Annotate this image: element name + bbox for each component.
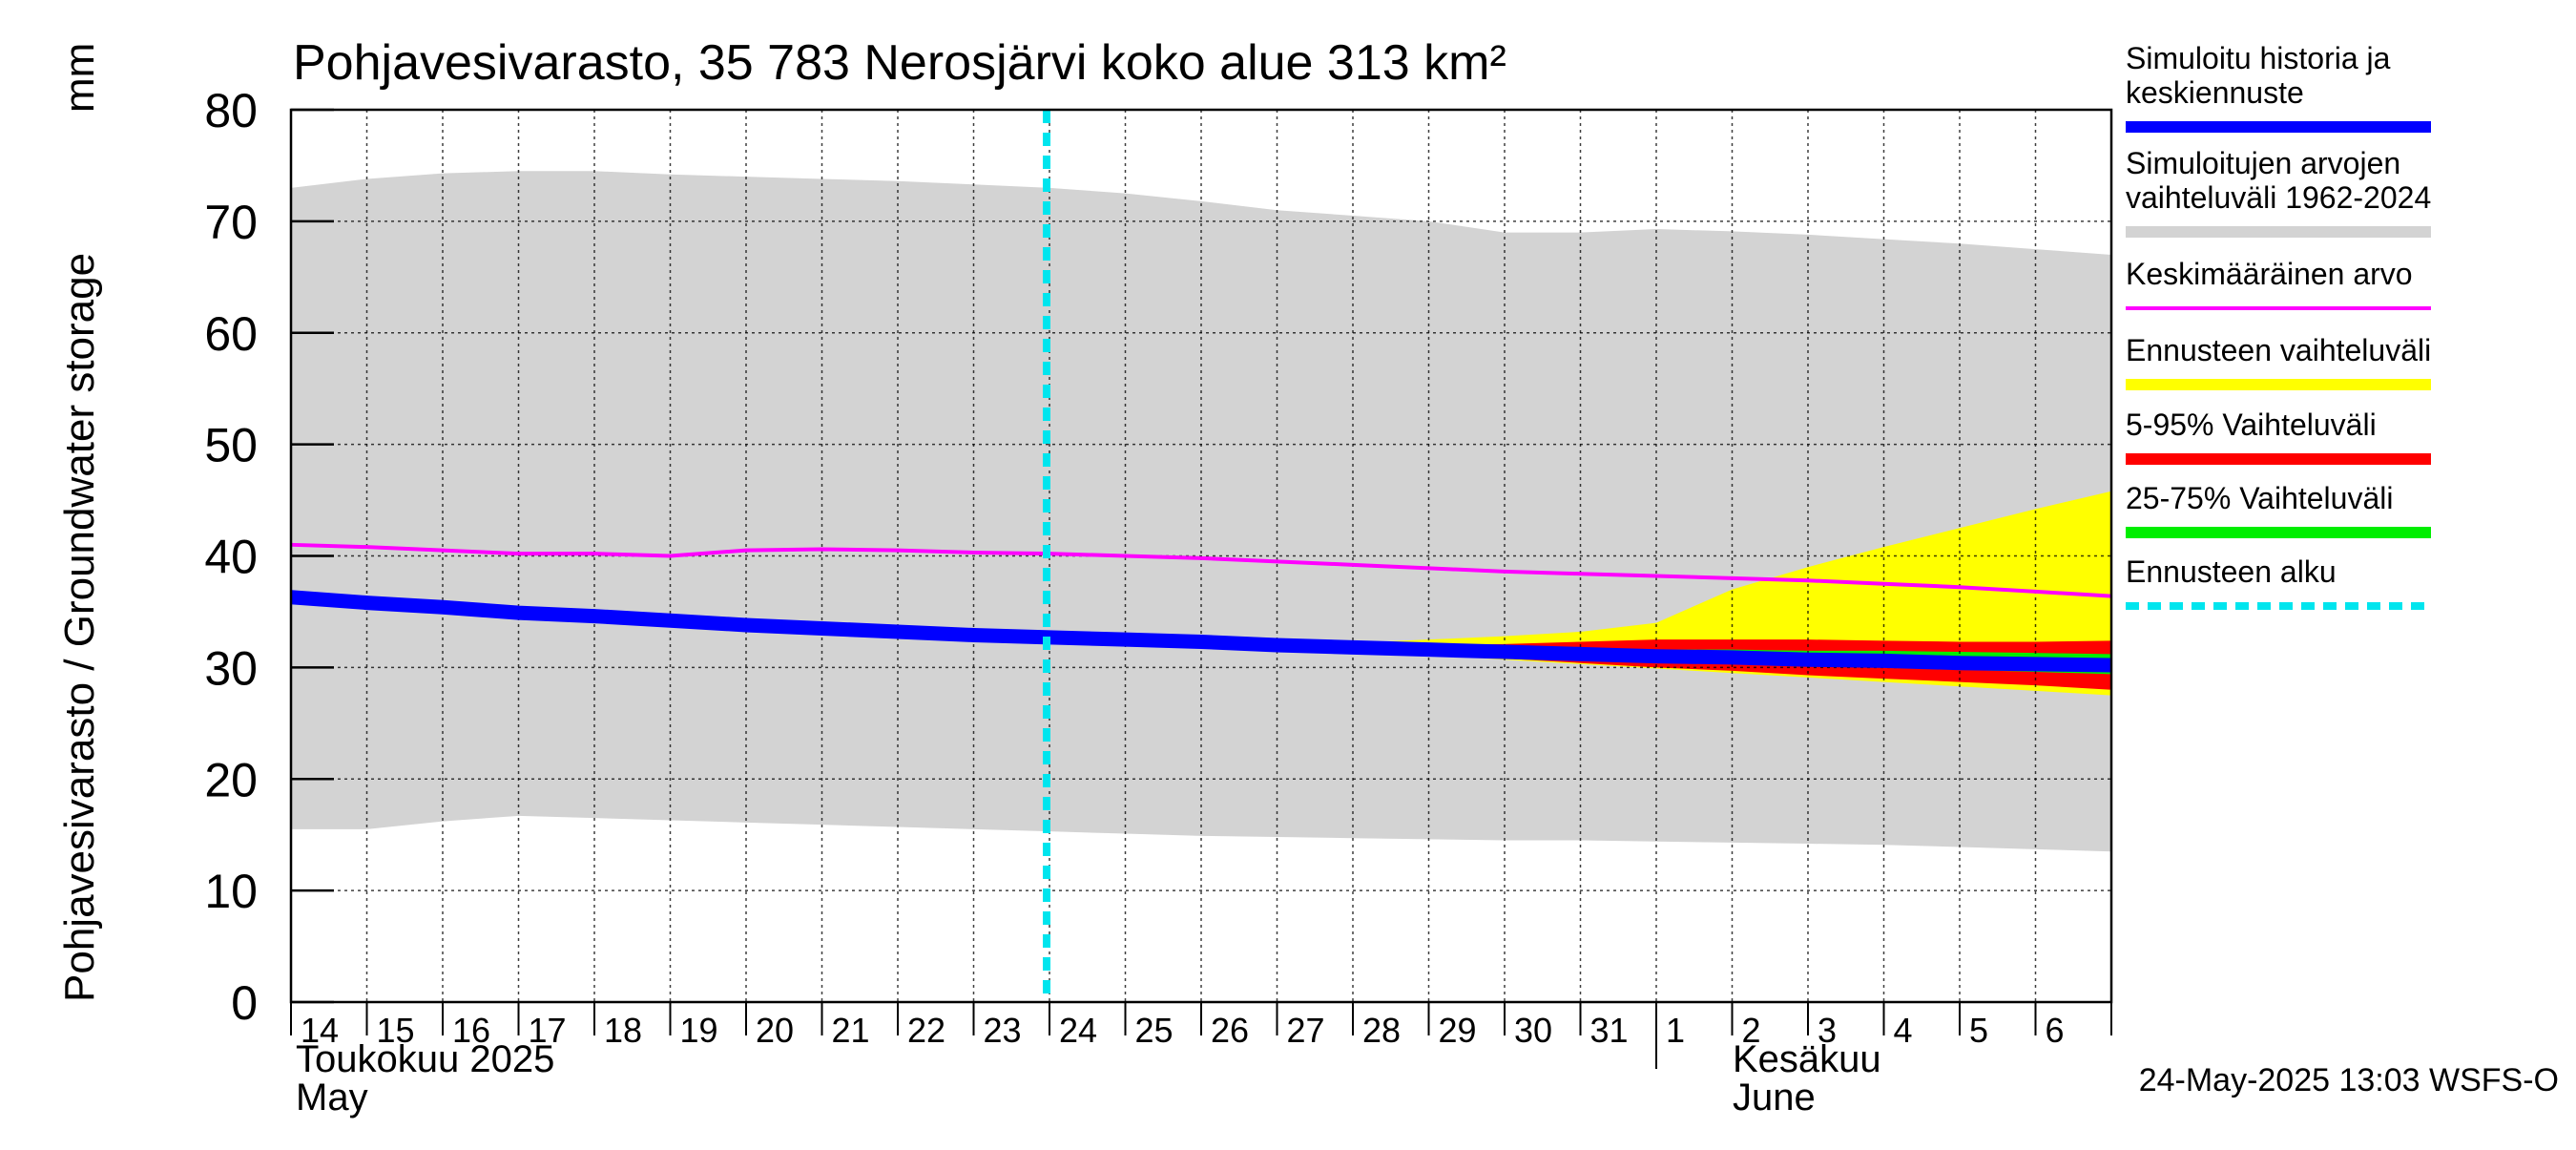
x-tick-label: 22 (907, 1011, 945, 1050)
chart-title: Pohjavesivarasto, 35 783 Nerosjärvi koko… (293, 35, 1506, 91)
line-simuloitu-historia-ja-keskiennuste (290, 590, 2112, 673)
y-tick-label: 50 (204, 419, 258, 472)
x-tick-label: 16 (452, 1011, 490, 1050)
x-tick-label: 17 (529, 1011, 567, 1050)
x-tick-label: 19 (680, 1011, 718, 1050)
x-tick-label: 23 (984, 1011, 1022, 1050)
footer-timestamp: 24-May-2025 13:03 WSFS-O (2139, 1062, 2559, 1098)
y-tick-label: 30 (204, 641, 258, 695)
legend-label: Simuloitujen arvojen (2126, 146, 2400, 180)
legend-label: Ennusteen vaihteluväli (2126, 333, 2431, 367)
y-tick-label: 80 (204, 84, 258, 137)
x-tick-label: 25 (1135, 1011, 1174, 1050)
x-tick-label: 24 (1059, 1011, 1097, 1050)
x-tick-label: 21 (832, 1011, 870, 1050)
y-axis-label: Pohjavesivarasto / Groundwater storage (56, 253, 103, 1002)
x-tick-label: 3 (1818, 1011, 1837, 1050)
x-tick-label: 6 (2046, 1011, 2065, 1050)
y-tick-label: 10 (204, 865, 258, 918)
legend-label: Simuloitu historia ja (2126, 41, 2391, 75)
month-label-fi: Kesäkuu (1733, 1038, 1881, 1080)
y-axis-unit: mm (56, 43, 103, 113)
y-tick-label: 20 (204, 753, 258, 806)
month-label-fi: Toukokuu 2025 (296, 1038, 554, 1080)
legend-label: 25-75% Vaihteluväli (2126, 481, 2393, 515)
x-tick-label: 31 (1590, 1011, 1629, 1050)
month-label-en: May (296, 1077, 368, 1119)
x-tick-label: 27 (1287, 1011, 1325, 1050)
y-tick-label: 0 (231, 976, 258, 1030)
x-tick-label: 4 (1894, 1011, 1913, 1050)
x-tick-label: 28 (1362, 1011, 1401, 1050)
x-tick-label: 5 (1969, 1011, 1988, 1050)
x-tick-label: 18 (604, 1011, 642, 1050)
legend-label: vaihteluväli 1962-2024 (2126, 180, 2431, 215)
legend-label: keskiennuste (2126, 75, 2304, 110)
x-tick-label: 20 (756, 1011, 794, 1050)
legend-label: Keskimääräinen arvo (2126, 257, 2413, 291)
x-tick-label: 15 (377, 1011, 415, 1050)
x-tick-label: 1 (1666, 1011, 1685, 1050)
y-tick-label: 60 (204, 307, 258, 361)
band-5-95-vaihteluv-li (1049, 637, 2111, 690)
y-tick-label: 70 (204, 196, 258, 249)
x-tick-label: 30 (1514, 1011, 1552, 1050)
legend-label: 5-95% Vaihteluväli (2126, 408, 2377, 442)
y-tick-label: 40 (204, 531, 258, 584)
x-tick-label: 14 (301, 1011, 339, 1050)
x-tick-label: 26 (1211, 1011, 1249, 1050)
x-tick-label: 29 (1439, 1011, 1477, 1050)
month-label-en: June (1733, 1077, 1816, 1119)
lines-layer (290, 110, 2112, 1002)
line-keskim-r-inen-arvo (290, 542, 2112, 598)
x-tick-label: 2 (1742, 1011, 1761, 1050)
legend-label: Ennusteen alku (2126, 554, 2337, 589)
